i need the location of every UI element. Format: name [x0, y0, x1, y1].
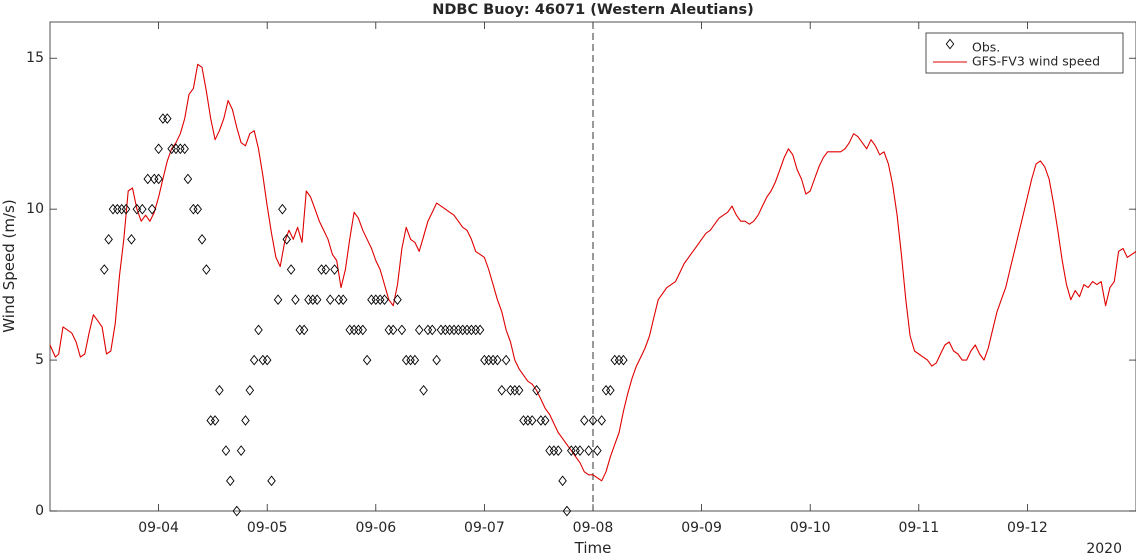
obs-point	[245, 384, 255, 396]
obs-point	[210, 415, 220, 426]
obs-point	[532, 384, 541, 396]
obs-point	[428, 324, 437, 336]
x-tick-label: 09-04	[138, 520, 179, 536]
obs-point	[241, 415, 250, 426]
series-line-gfs-fv3	[49, 63, 1136, 482]
legend-obs-marker	[945, 38, 955, 50]
obs-point	[338, 294, 348, 306]
x-tick-label: 09-06	[355, 520, 396, 536]
obs-point	[575, 445, 585, 456]
obs-point	[558, 475, 567, 487]
obs-point	[215, 384, 224, 396]
obs-point	[236, 445, 246, 456]
obs-point	[226, 475, 235, 487]
obs-point	[193, 203, 202, 215]
obs-point	[330, 264, 339, 275]
legend-obs-label: Obs.	[972, 40, 1000, 55]
obs-point	[419, 384, 428, 396]
obs-point	[104, 234, 113, 245]
chart-title: NDBC Buoy: 46071 (Western Aleutians)	[432, 2, 754, 18]
legend: Obs. GFS-FV3 wind speed	[925, 32, 1124, 74]
obs-point	[414, 324, 424, 336]
obs-point	[273, 294, 283, 306]
y-tick-label: 10	[26, 201, 44, 217]
x-tick-label: 09-10	[790, 520, 831, 536]
legend-box	[925, 32, 1124, 74]
obs-point	[475, 324, 485, 336]
obs-point	[325, 294, 335, 306]
x-tick-label: 09-12	[1007, 520, 1048, 536]
obs-point	[291, 294, 300, 306]
y-tick-label: 5	[35, 352, 44, 368]
obs-point	[597, 415, 606, 426]
plot-area: 0 5 10 15 09-04 09-05 09-06 09-07 09-08 09-09 09-1…	[26, 21, 1136, 536]
obs-point	[606, 384, 615, 396]
obs-point	[580, 415, 589, 426]
x-tick-label: 09-11	[898, 520, 939, 536]
obs-point	[278, 203, 287, 215]
obs-point	[183, 173, 193, 185]
obs-point	[197, 234, 207, 245]
obs-point	[147, 203, 157, 215]
obs-point	[358, 324, 368, 336]
obs-point	[619, 354, 628, 366]
obs-point	[143, 173, 152, 185]
x-axis-label: Time	[574, 539, 612, 555]
obs-point	[282, 234, 292, 245]
obs-point	[393, 294, 402, 306]
obs-point	[410, 354, 420, 366]
y-tick-label: 0	[35, 503, 44, 519]
obs-point	[593, 445, 602, 456]
obs-point	[154, 173, 163, 185]
obs-point	[100, 264, 109, 275]
obs-point	[180, 143, 189, 155]
obs-point	[493, 354, 502, 366]
obs-point	[514, 384, 524, 396]
obs-point	[432, 354, 441, 366]
x-tick-label: 09-08	[573, 520, 614, 536]
obs-point	[249, 354, 259, 366]
obs-point	[540, 415, 550, 426]
obs-point	[362, 354, 372, 366]
obs-point	[562, 505, 572, 517]
obs-point	[312, 294, 322, 306]
obs-point	[121, 203, 131, 215]
y-axis-label: Wind Speed (m/s)	[0, 199, 18, 332]
obs-point	[501, 354, 511, 366]
obs-point	[267, 475, 276, 487]
obs-point	[588, 415, 598, 426]
obs-point	[299, 324, 309, 336]
obs-point	[221, 445, 231, 456]
x-tick-label: 09-05	[247, 520, 288, 536]
obs-point	[127, 234, 136, 245]
obs-point	[553, 445, 563, 456]
obs-point	[254, 324, 263, 336]
obs-point	[388, 324, 398, 336]
year-label: 2020	[1086, 541, 1122, 555]
obs-point	[154, 143, 163, 155]
obs-point	[286, 264, 296, 275]
obs-point	[584, 445, 593, 456]
legend-model-label: GFS-FV3 wind speed	[972, 54, 1100, 69]
x-tick-label: 09-07	[464, 520, 505, 536]
obs-point	[262, 354, 272, 366]
obs-point	[232, 505, 242, 517]
obs-point	[497, 384, 507, 396]
x-tick-label: 09-09	[681, 520, 722, 536]
obs-point	[397, 324, 407, 336]
obs-point	[202, 264, 211, 275]
obs-point	[527, 415, 537, 426]
obs-point	[380, 294, 389, 306]
obs-point	[163, 113, 172, 124]
y-tick-label: 15	[26, 50, 44, 66]
obs-point	[138, 203, 147, 215]
obs-point	[321, 264, 331, 275]
